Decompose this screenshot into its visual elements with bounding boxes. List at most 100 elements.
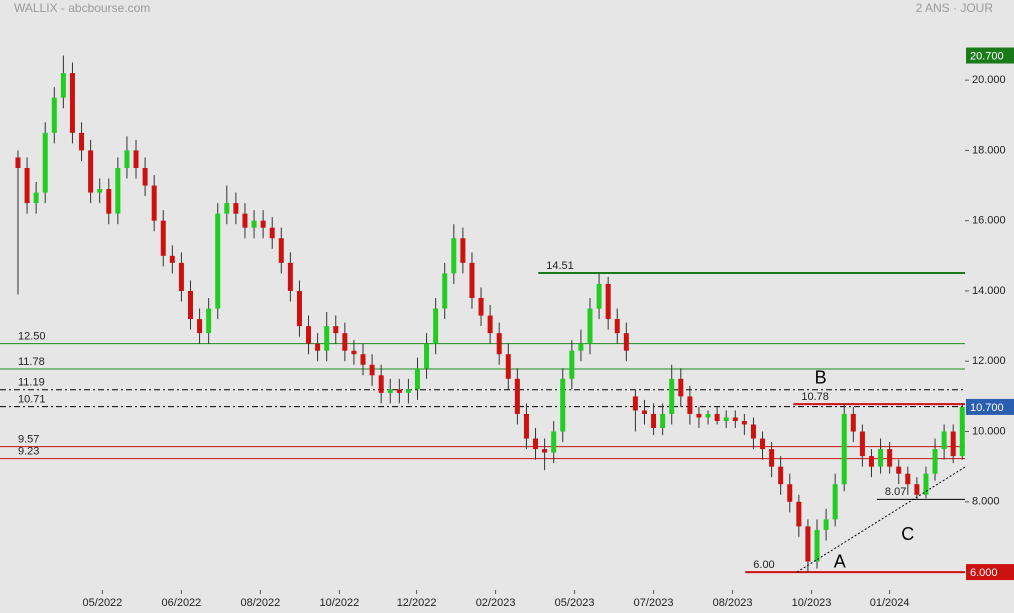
candle-body <box>723 417 729 421</box>
price-marker-label: 6.000 <box>970 567 998 579</box>
candle-body <box>451 238 457 274</box>
candle-body <box>505 354 511 379</box>
candle-body <box>651 413 657 429</box>
candle-body <box>442 273 448 309</box>
candle-body <box>260 220 266 228</box>
annotation: C <box>901 524 914 544</box>
candle-body <box>79 132 85 151</box>
price-marker-label: 20.700 <box>970 50 1004 62</box>
level-label: 14.51 <box>546 260 574 272</box>
chart-title: WALLIX - abcbourse.com <box>14 1 150 15</box>
level-label: 10.71 <box>18 393 46 405</box>
candle-body <box>569 350 575 379</box>
price-marker <box>966 398 1014 415</box>
candle-body <box>496 333 502 355</box>
price-marker <box>966 47 1014 64</box>
candle-body <box>378 375 384 393</box>
candle-body <box>51 97 57 133</box>
candle-body <box>914 484 920 495</box>
candle-body <box>69 73 75 133</box>
price-marker-label: 10.700 <box>970 402 1004 414</box>
candle-body <box>787 484 793 502</box>
candle-body <box>142 167 148 186</box>
candle-body <box>641 410 647 414</box>
candle-body <box>197 319 203 334</box>
candle-body <box>106 189 112 214</box>
candle-body <box>750 424 756 439</box>
candle-body <box>660 413 666 429</box>
candle-body <box>206 308 212 334</box>
candle-body <box>878 449 884 467</box>
level-label: 9.57 <box>18 434 39 446</box>
candle-body <box>823 519 829 530</box>
candle-body <box>233 203 239 214</box>
x-tick-label: 10/2023 <box>792 597 832 609</box>
level-label: 10.78 <box>801 391 829 403</box>
candle-body <box>151 185 157 221</box>
candle-body <box>560 378 566 432</box>
x-tick-label: 02/2023 <box>476 597 516 609</box>
candle-body <box>396 389 402 393</box>
candle-body <box>905 473 911 485</box>
candle-body <box>487 315 493 334</box>
level-label: 11.19 <box>18 377 45 389</box>
candle-body <box>251 220 257 228</box>
candle-body <box>769 449 775 467</box>
candle-body <box>351 350 357 355</box>
y-tick-label: 14.000 <box>972 285 1006 297</box>
candle-body <box>923 473 929 495</box>
y-tick-label: 18.000 <box>972 144 1006 156</box>
candle-body <box>714 413 720 421</box>
candle-body <box>705 413 711 418</box>
candle-body <box>596 283 602 309</box>
candle-body <box>859 431 865 457</box>
candle-body <box>315 343 321 351</box>
candle-body <box>478 297 484 316</box>
y-tick-label: 20.000 <box>972 74 1006 86</box>
x-tick-label: 05/2022 <box>83 597 123 609</box>
y-tick-label: 16.000 <box>972 215 1006 227</box>
candle-body <box>215 213 221 309</box>
candle-body <box>623 333 629 351</box>
candle-body <box>414 368 420 390</box>
annotation: B <box>815 368 827 388</box>
candle-body <box>950 431 956 457</box>
x-tick-label: 06/2022 <box>162 597 202 609</box>
candle-body <box>669 378 675 414</box>
x-tick-label: 08/2022 <box>241 597 281 609</box>
price-marker <box>966 564 1014 581</box>
candle-body <box>287 262 293 291</box>
candle-body <box>805 526 811 562</box>
trendline <box>796 466 966 573</box>
candle-body <box>523 413 529 439</box>
x-tick-label: 05/2023 <box>555 597 595 609</box>
candle-body <box>433 308 439 344</box>
candle-body <box>850 413 856 432</box>
candle-body <box>614 319 620 334</box>
y-tick-label: 12.000 <box>972 355 1006 367</box>
candle-body <box>959 406 965 457</box>
candle-body <box>587 308 593 344</box>
candle-body <box>687 396 693 414</box>
candle-body <box>324 326 330 351</box>
level-label: 11.78 <box>18 356 45 368</box>
y-tick-label: 8.000 <box>972 496 1000 508</box>
candle-body <box>133 150 139 168</box>
candle-body <box>60 73 66 98</box>
candle-body <box>342 333 348 351</box>
candle-body <box>678 378 684 397</box>
candle-body <box>269 227 275 239</box>
candle-body <box>832 484 838 520</box>
candle-body <box>514 378 520 414</box>
candle-body <box>741 420 747 425</box>
annotation: A <box>834 552 846 572</box>
candle-body <box>760 438 766 450</box>
x-tick-label: 07/2023 <box>634 597 674 609</box>
candle-body <box>578 343 584 351</box>
candle-body <box>887 449 893 467</box>
candle-body <box>33 192 39 204</box>
candle-body <box>333 326 339 334</box>
candle-body <box>124 150 130 168</box>
